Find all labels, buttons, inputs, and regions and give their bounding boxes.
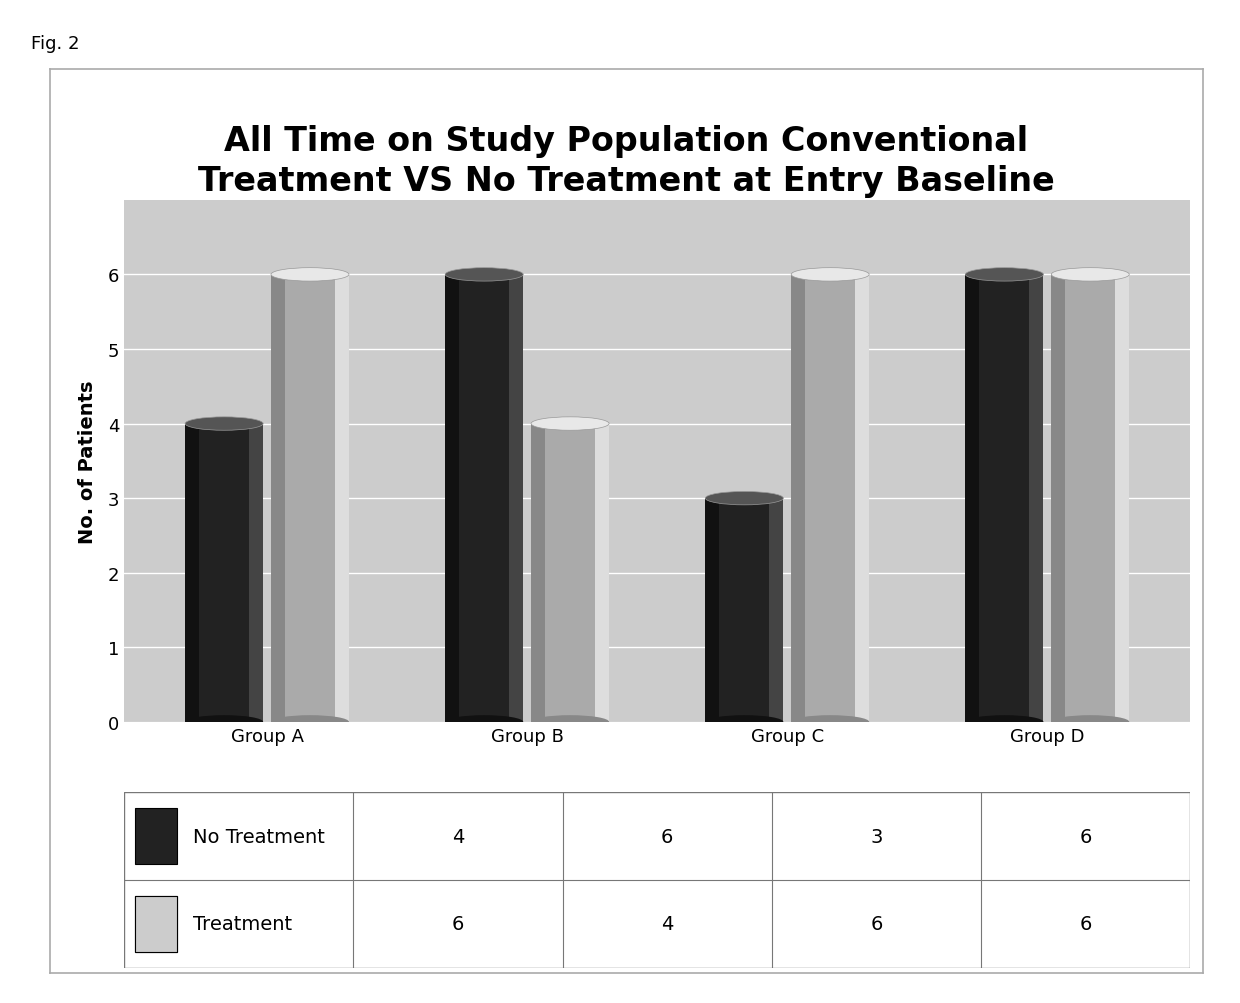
Ellipse shape — [531, 715, 609, 729]
Ellipse shape — [791, 715, 869, 729]
Ellipse shape — [706, 491, 784, 506]
Bar — [966, 275, 980, 722]
Ellipse shape — [272, 715, 348, 729]
Ellipse shape — [1052, 715, 1130, 729]
Ellipse shape — [445, 269, 523, 282]
Text: 4: 4 — [451, 826, 464, 846]
Bar — [135, 896, 177, 952]
Text: Fig. 2: Fig. 2 — [31, 35, 79, 53]
Bar — [510, 275, 523, 722]
Bar — [459, 275, 510, 722]
Text: 3: 3 — [870, 826, 883, 846]
Bar — [272, 275, 285, 722]
Bar — [531, 424, 546, 722]
Bar — [1065, 275, 1115, 722]
Text: 4: 4 — [661, 915, 673, 934]
Ellipse shape — [445, 715, 523, 729]
Ellipse shape — [185, 417, 263, 431]
Ellipse shape — [966, 715, 1043, 729]
Text: No Treatment: No Treatment — [193, 826, 325, 846]
Bar — [135, 808, 177, 865]
Bar — [595, 424, 609, 722]
Text: 6: 6 — [661, 826, 673, 846]
Bar — [791, 275, 805, 722]
Bar — [1052, 275, 1065, 722]
Bar — [546, 424, 595, 722]
Bar — [249, 424, 263, 722]
Ellipse shape — [1052, 269, 1130, 282]
Bar — [719, 498, 769, 722]
Bar — [200, 424, 249, 722]
Bar — [856, 275, 869, 722]
Bar — [1029, 275, 1043, 722]
Ellipse shape — [966, 269, 1043, 282]
Ellipse shape — [791, 269, 869, 282]
Bar — [135, 896, 177, 952]
Y-axis label: No. of Patients: No. of Patients — [78, 380, 97, 543]
Text: 6: 6 — [1080, 915, 1092, 934]
Bar — [1115, 275, 1130, 722]
Ellipse shape — [706, 715, 784, 729]
Text: 6: 6 — [1080, 826, 1092, 846]
Bar — [445, 275, 459, 722]
Ellipse shape — [185, 715, 263, 729]
Text: 6: 6 — [451, 915, 464, 934]
Bar — [769, 498, 784, 722]
Text: All Time on Study Population Conventional
Treatment VS No Treatment at Entry Bas: All Time on Study Population Conventiona… — [198, 125, 1054, 198]
Bar — [980, 275, 1029, 722]
Bar — [185, 424, 200, 722]
Bar — [706, 498, 719, 722]
Ellipse shape — [531, 417, 609, 431]
Bar — [805, 275, 856, 722]
Text: 6: 6 — [870, 915, 883, 934]
Ellipse shape — [272, 269, 348, 282]
Text: Treatment: Treatment — [193, 915, 293, 934]
Bar — [285, 275, 335, 722]
Bar — [335, 275, 348, 722]
